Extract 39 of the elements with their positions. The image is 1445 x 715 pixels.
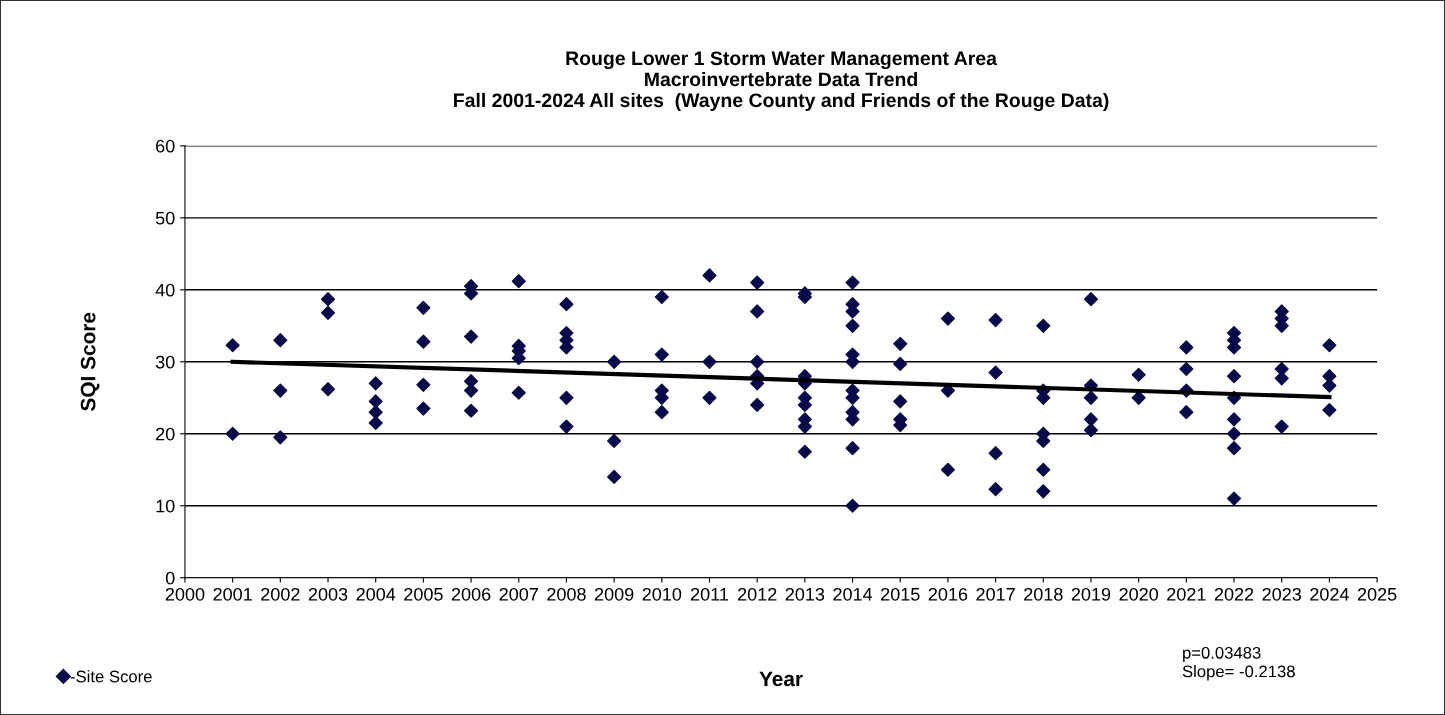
y-tick-label: 10 [156, 499, 175, 513]
x-tick-label: 2022 [1214, 587, 1254, 601]
y-tick-label: 40 [155, 283, 175, 297]
x-tick-label: 2018 [1024, 587, 1063, 601]
x-tick-label: 2000 [165, 587, 205, 601]
text: Slope= -0.2138 [1182, 665, 1295, 681]
x-tick-label: 2021 [1167, 587, 1206, 601]
x-tick-label: 2023 [1262, 587, 1302, 601]
y-tick-label: 50 [155, 211, 175, 225]
x-tick-label: 2024 [1310, 587, 1349, 601]
x-tick-label: 2008 [547, 587, 586, 601]
x-axis-title: Year [759, 671, 803, 687]
x-tick-label: 2001 [213, 587, 252, 601]
x-tick-label: 2007 [499, 587, 538, 601]
x-tick-label: 2017 [976, 587, 1015, 601]
x-tick-label: 2019 [1071, 587, 1111, 601]
legend-label: -Site Score [70, 670, 152, 683]
x-tick-label: 2002 [261, 587, 300, 601]
text: p=0.03483 [1183, 646, 1261, 662]
x-tick-label: 2014 [833, 587, 873, 601]
x-tick-label: 2011 [690, 587, 729, 601]
y-tick-label: 60 [156, 139, 175, 153]
y-tick-label: 30 [155, 355, 175, 369]
chart-title: Rouge Lower 1 Storm Water Management Area Macroinvertebrate Data Trend Fall 2001-2024 All sites (Wayne County and Friends of the Rouge Data) [454, 51, 1109, 112]
y-tick-label: 20 [156, 427, 175, 441]
x-tick-label: 2003 [308, 587, 348, 601]
x-tick-label: 2020 [1119, 587, 1159, 601]
y-tick-label: 0 [165, 571, 175, 585]
x-tick-label: 2009 [594, 587, 634, 601]
x-tick-label: 2013 [785, 587, 825, 601]
x-tick-label: 2012 [738, 587, 777, 601]
x-tick-label: 2004 [356, 587, 396, 601]
x-tick-label: 2010 [642, 587, 682, 601]
y-axis-title: SQI Score [80, 312, 100, 411]
x-tick-label: 2006 [451, 587, 491, 601]
x-tick-label: 2016 [928, 587, 968, 601]
x-tick-label: 2015 [881, 587, 920, 601]
x-tick-label: 2005 [404, 587, 443, 601]
x-tick-label: 2025 [1357, 587, 1397, 601]
